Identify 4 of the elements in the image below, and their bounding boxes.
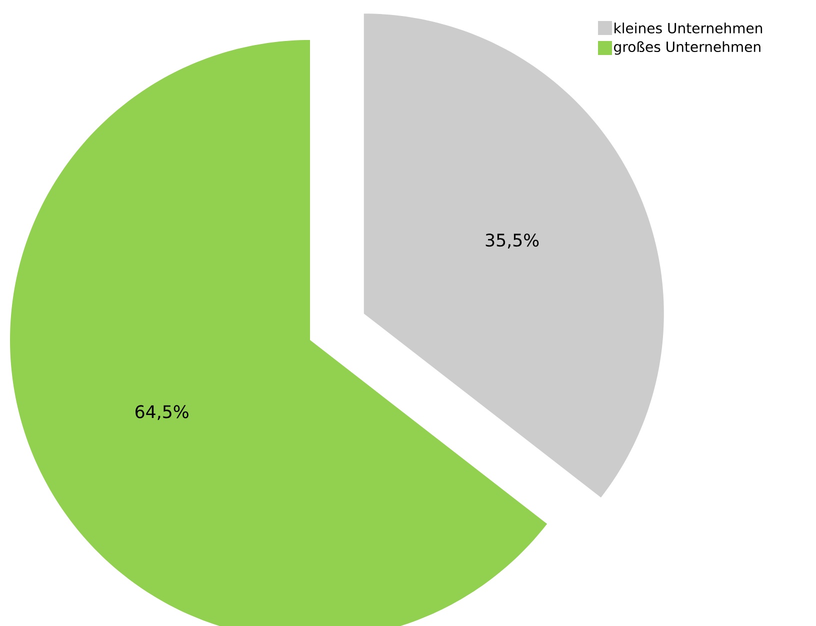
data-label: 35,5% xyxy=(486,234,539,248)
legend-label: kleines Unternehmen xyxy=(614,22,762,34)
legend-label: großes Unternehmen xyxy=(614,41,760,55)
data-label: 64,5% xyxy=(136,405,188,420)
